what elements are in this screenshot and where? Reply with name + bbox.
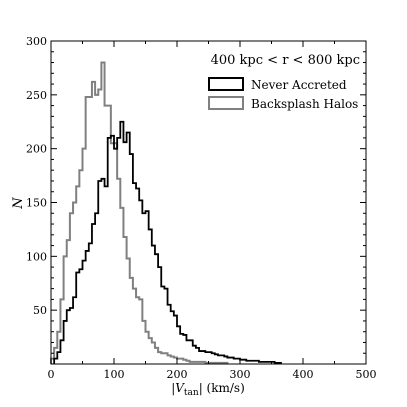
legend-label-never-accreted: Never Accreted: [251, 78, 347, 92]
x-tick-label: 0: [48, 368, 55, 381]
y-tick-label: 300: [26, 35, 47, 48]
series-step-never-accreted: [53, 120, 282, 364]
annotation-text: 400 kpc < r < 800 kpc: [211, 53, 360, 68]
plot-frame: [50, 40, 367, 365]
x-axis-label-main: |V: [171, 381, 185, 395]
x-axis-label-rest: | (km/s): [199, 381, 245, 395]
x-tick-label: 100: [104, 368, 125, 381]
series-step-backsplash-halos: [50, 61, 229, 364]
legend-swatch-never-accreted: [208, 77, 244, 91]
x-tick-label: 400: [293, 368, 314, 381]
histogram-series-group: [50, 61, 282, 364]
y-tick-label: 200: [26, 143, 47, 156]
legend: Never Accreted Backsplash Halos: [208, 77, 358, 111]
legend-label-backsplash-halos: Backsplash Halos: [251, 97, 358, 111]
x-tick-label: 200: [167, 368, 188, 381]
x-tick-label: 500: [356, 368, 377, 381]
legend-swatch-backsplash-halos: [208, 96, 244, 110]
y-tick-label: 250: [26, 89, 47, 102]
y-tick-label: 150: [26, 197, 47, 210]
y-tick-label: 50: [33, 304, 47, 317]
x-axis-label-subscript: tan: [184, 388, 199, 398]
y-axis-label: N: [11, 197, 26, 210]
y-tick-label: 100: [26, 250, 47, 263]
x-tick-label: 300: [230, 368, 251, 381]
x-axis-label: |Vtan| (km/s): [171, 381, 245, 398]
